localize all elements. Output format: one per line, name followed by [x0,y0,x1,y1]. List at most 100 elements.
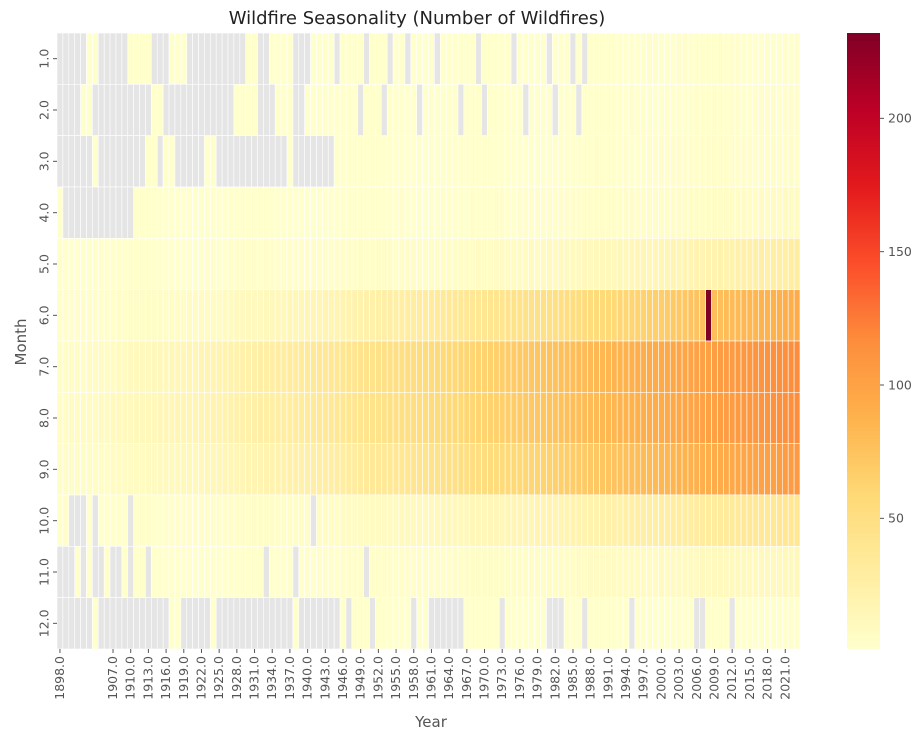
heatmap-cell [198,494,205,547]
heatmap-cell [351,494,359,547]
heatmap-cell [263,238,270,290]
heatmap-cell [675,84,683,136]
heatmap-cell [782,32,789,85]
heatmap-cell [693,597,701,650]
heatmap-cell [410,186,418,239]
heatmap-cell [386,392,394,444]
heatmap-cell [257,238,264,290]
heatmap-cell [80,494,87,547]
heatmap-cell [705,546,712,598]
heatmap-cell [292,84,300,136]
heatmap-cell [510,494,518,547]
heatmap-cell [345,546,353,598]
heatmap-cell [723,238,730,290]
heatmap-cell [487,494,494,547]
heatmap-cell [398,443,406,496]
heatmap-cell [451,597,459,650]
heatmap-cell [310,32,317,85]
heatmap-cell [257,546,264,598]
heatmap-cell [782,392,789,444]
heatmap-cell [563,392,571,444]
heatmap-cell [593,546,600,598]
heatmap-cell [145,135,152,188]
x-tick-label: 2003.0 [671,656,686,700]
y-tick-label: 6.0 [36,305,51,325]
heatmap-cell [304,392,311,444]
heatmap-cell [375,186,382,239]
x-tick-label: 1943.0 [317,656,332,700]
heatmap-cell [782,597,789,650]
heatmap-cell [215,289,223,342]
heatmap-cell [97,340,105,393]
heatmap-cell [56,443,64,496]
heatmap-cell [569,392,577,444]
heatmap-cell [168,597,176,650]
heatmap-cell [62,186,70,239]
heatmap-cell [186,289,193,342]
heatmap-cell [68,546,75,598]
heatmap-cell [540,84,547,136]
heatmap-cell [640,340,647,393]
y-tick-label: 2.0 [36,100,51,120]
heatmap-cell [86,238,93,290]
heatmap-cell [664,340,671,393]
heatmap-cell [56,135,64,188]
heatmap-cell [351,289,359,342]
heatmap-cell [770,392,777,444]
heatmap-cell [687,443,695,496]
heatmap-cell [381,443,388,496]
heatmap-cell [569,84,577,136]
heatmap-cell [575,494,583,547]
heatmap-cell [610,597,618,650]
heatmap-cell [687,84,695,136]
heatmap-cell [481,84,488,136]
heatmap-cell [428,597,435,650]
heatmap-cell [156,597,164,650]
heatmap-cell [457,494,465,547]
heatmap-cell [121,597,129,650]
heatmap-cell [728,186,736,239]
heatmap-cell [457,340,465,393]
heatmap-cell [133,135,140,188]
heatmap-cell [669,32,677,85]
y-tick-label: 4.0 [36,203,51,223]
heatmap-cell [493,546,500,598]
heatmap-cell [227,289,235,342]
heatmap-cell [56,340,64,393]
heatmap-cell [687,32,695,85]
heatmap-cell [717,135,724,188]
heatmap-cell [481,546,488,598]
heatmap-cell [86,443,93,496]
heatmap-cell [652,340,659,393]
heatmap-cell [198,186,205,239]
heatmap-cell [681,392,689,444]
heatmap-cell [546,392,553,444]
heatmap-cell [86,392,93,444]
heatmap-cell [587,84,594,136]
heatmap-cell [746,186,754,239]
heatmap-cell [286,289,294,342]
heatmap-cell [251,494,258,547]
heatmap-cell [156,340,164,393]
x-tick-label: 2015.0 [742,656,757,700]
heatmap-cell [198,443,205,496]
heatmap-cell [133,186,140,239]
heatmap-cell [451,32,459,85]
heatmap-cell [115,392,123,444]
heatmap-cell [434,84,441,136]
heatmap-cell [351,135,359,188]
heatmap-cell [186,32,193,85]
heatmap-cell [316,135,323,188]
heatmap-cell [404,597,412,650]
heatmap-cell [605,135,612,188]
heatmap-cell [133,443,140,496]
heatmap-cell [351,392,359,444]
heatmap-cell [723,340,730,393]
heatmap-cell [357,186,364,239]
heatmap-cell [239,289,247,342]
heatmap-cell [80,238,87,290]
heatmap-cell [404,84,412,136]
heatmap-cell [770,135,777,188]
heatmap-cell [115,494,123,547]
heatmap-cell [740,135,748,188]
